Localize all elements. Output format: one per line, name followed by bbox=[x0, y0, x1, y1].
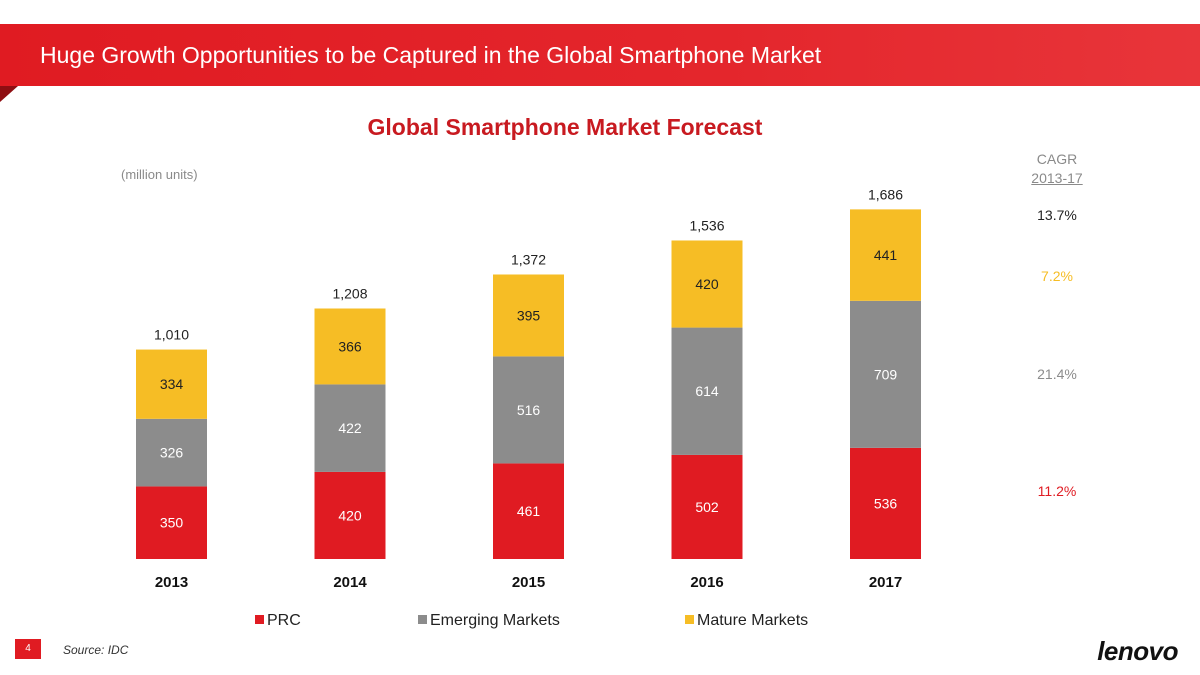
legend-item-emerging: Emerging Markets bbox=[418, 612, 560, 630]
cagr-label: CAGR bbox=[1036, 151, 1078, 167]
value-label-mature-2016: 420 bbox=[695, 276, 719, 292]
unit-label: (million units) bbox=[121, 167, 198, 182]
legend-label-prc: PRC bbox=[267, 612, 301, 629]
bar-prc-2017 bbox=[850, 447, 921, 559]
value-label-mature-2015: 395 bbox=[517, 307, 541, 323]
bar-emerging-2017 bbox=[850, 300, 921, 448]
value-label-mature-2013: 334 bbox=[160, 376, 184, 392]
source-note: Source: IDC bbox=[63, 643, 129, 657]
value-label-emerging-2015: 516 bbox=[517, 402, 541, 418]
value-label-emerging-2014: 422 bbox=[338, 420, 362, 436]
cagr-total-value: 13.7% bbox=[1037, 207, 1077, 223]
bar-prc-2013 bbox=[136, 486, 207, 559]
slide-title: Huge Growth Opportunities to be Captured… bbox=[40, 42, 822, 68]
x-tick-label-2015: 2015 bbox=[512, 574, 545, 591]
value-label-prc-2017: 536 bbox=[874, 495, 898, 511]
legend-swatch-emerging bbox=[418, 615, 427, 624]
total-label-2013: 1,010 bbox=[154, 327, 189, 343]
cagr-emerging-value: 21.4% bbox=[1037, 366, 1077, 382]
bar-emerging-2016 bbox=[671, 327, 743, 455]
value-label-mature-2017: 441 bbox=[874, 247, 898, 263]
total-label-2017: 1,686 bbox=[868, 186, 903, 202]
x-tick-label-2014: 2014 bbox=[333, 574, 367, 591]
legend-label-mature: Mature Markets bbox=[697, 612, 809, 629]
x-tick-label-2017: 2017 bbox=[869, 574, 902, 591]
bar-mature-2017 bbox=[850, 209, 921, 301]
value-label-prc-2015: 461 bbox=[517, 503, 541, 519]
value-label-prc-2013: 350 bbox=[160, 515, 184, 531]
chart-title: Global Smartphone Market Forecast bbox=[367, 114, 763, 140]
cagr-period: 2013-17 bbox=[1031, 170, 1083, 186]
legend-swatch-mature bbox=[685, 615, 694, 624]
lenovo-logo: lenovo bbox=[1097, 636, 1178, 666]
bar-prc-2015 bbox=[493, 463, 564, 559]
bar-emerging-2013 bbox=[136, 418, 207, 487]
total-label-2014: 1,208 bbox=[332, 285, 367, 301]
value-label-prc-2016: 502 bbox=[695, 499, 719, 515]
value-label-emerging-2013: 326 bbox=[160, 445, 184, 461]
bar-mature-2013 bbox=[136, 349, 207, 419]
title-banner bbox=[0, 24, 1200, 86]
bar-emerging-2014 bbox=[314, 384, 386, 472]
x-tick-label-2013: 2013 bbox=[155, 574, 188, 591]
value-label-emerging-2017: 709 bbox=[874, 366, 898, 382]
legend-label-emerging: Emerging Markets bbox=[430, 612, 560, 629]
bar-prc-2014 bbox=[314, 471, 386, 559]
value-label-prc-2014: 420 bbox=[338, 507, 362, 523]
bar-mature-2015 bbox=[493, 274, 564, 357]
cagr-mature-value: 7.2% bbox=[1041, 268, 1073, 284]
cagr-header: CAGR 2013-17 bbox=[1022, 150, 1092, 188]
bar-prc-2016 bbox=[671, 454, 743, 559]
legend-swatch-prc bbox=[255, 615, 264, 624]
bar-mature-2016 bbox=[671, 240, 743, 328]
bar-mature-2014 bbox=[314, 308, 386, 385]
bar-emerging-2015 bbox=[493, 356, 564, 464]
page-number: 4 bbox=[15, 639, 41, 659]
value-label-mature-2014: 366 bbox=[338, 338, 362, 354]
cagr-prc-value: 11.2% bbox=[1037, 483, 1077, 499]
banner-fold bbox=[0, 86, 18, 102]
total-label-2015: 1,372 bbox=[511, 251, 546, 267]
x-tick-label-2016: 2016 bbox=[690, 574, 723, 591]
legend-item-prc: PRC bbox=[255, 612, 301, 630]
total-label-2016: 1,536 bbox=[689, 217, 724, 233]
legend-item-mature: Mature Markets bbox=[685, 612, 808, 630]
value-label-emerging-2016: 614 bbox=[695, 383, 719, 399]
